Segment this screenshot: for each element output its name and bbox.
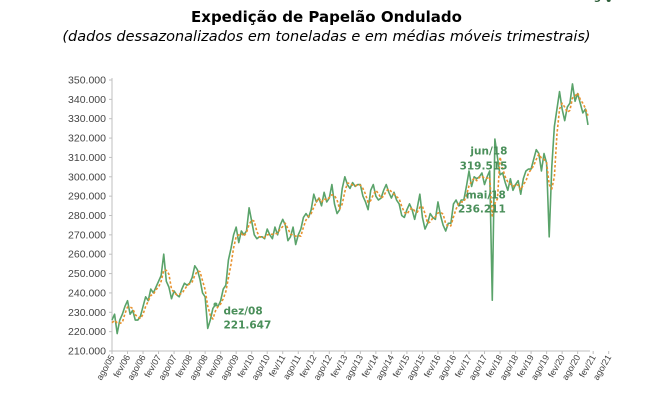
annotation-value: 221.647	[223, 320, 271, 332]
annotation-value: 319.515	[460, 161, 508, 173]
y-tick-label: 230.000	[68, 307, 106, 319]
chart-title: Expedição de Papelão Ondulado	[191, 8, 462, 26]
annotation-date: mai/18	[466, 189, 506, 201]
y-tick-label: 240.000	[68, 287, 106, 299]
y-axis: 210.000 220.000 230.000 240.000 250.000 260.0…	[68, 75, 113, 358]
y-tick-label: 210.000	[68, 346, 106, 358]
annotation-marker	[606, 0, 611, 2]
y-tick-label: 280.000	[68, 210, 106, 222]
y-tick-label: 330.000	[68, 113, 106, 125]
y-tick-label: 320.000	[68, 133, 106, 145]
x-axis: ago/05fev/06ago/06fev/07ago/07fev/08ago/…	[94, 350, 613, 382]
chart-subtitle: (dados dessazonalizados em toneladas e e…	[62, 29, 591, 45]
annotation-date: ago/21	[587, 0, 627, 3]
y-tick-label: 270.000	[68, 229, 106, 241]
annotation-value: 236.211	[458, 203, 506, 215]
y-tick-label: 340.000	[68, 94, 106, 106]
y-tick-label: 290.000	[68, 191, 106, 203]
y-tick-label: 300.000	[68, 171, 106, 183]
y-tick-label: 310.000	[68, 152, 106, 164]
y-tick-label: 350.000	[68, 75, 106, 87]
annotations: dez/08 221.647 mai/18 236.211 jun/18 319.515 a…	[213, 0, 631, 332]
plot-area	[111, 83, 589, 335]
y-tick-label: 260.000	[68, 249, 106, 261]
series-line-moving-average	[111, 92, 589, 325]
y-tick-label: 250.000	[68, 268, 106, 280]
series-line-shipments	[111, 83, 589, 335]
annotation-marker	[213, 302, 218, 307]
y-tick-label: 220.000	[68, 326, 106, 338]
annotation-date: jun/18	[469, 146, 507, 158]
annotation-value: 326.783	[583, 0, 631, 3]
annotation-date: dez/08	[223, 306, 262, 318]
